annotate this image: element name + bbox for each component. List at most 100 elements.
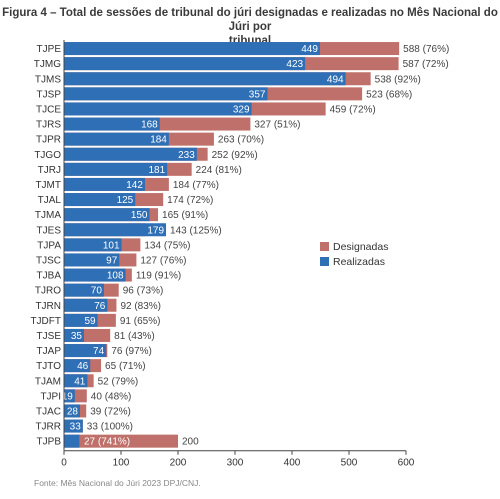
data-label-designadas: 127 (76%): [140, 255, 186, 266]
data-label-realizadas: 150: [131, 210, 148, 221]
data-label-realizadas: 70: [91, 286, 103, 297]
data-label-realizadas: 357: [249, 89, 266, 100]
category-label: TJGO: [34, 150, 61, 161]
data-label-realizadas: 28: [67, 406, 79, 417]
legend-label: Designadas: [333, 241, 388, 253]
x-tick-label: 200: [170, 458, 187, 469]
x-tick-label: 500: [341, 458, 358, 469]
data-label-designadas: 327 (51%): [254, 120, 300, 131]
x-tick-label: 300: [227, 458, 244, 469]
bar-realizadas: [64, 177, 145, 191]
bar-realizadas: [64, 117, 160, 131]
data-label-realizadas: 101: [103, 240, 120, 251]
data-label-designadas: 65 (71%): [105, 361, 146, 372]
bar-realizadas: [64, 313, 98, 327]
category-label: TJRJ: [38, 165, 61, 176]
category-label: TJSE: [37, 331, 62, 342]
bar-realizadas: [64, 162, 168, 176]
data-label-realizadas: 59: [85, 316, 97, 327]
bar-realizadas: [64, 283, 104, 297]
category-label: TJDFT: [30, 316, 61, 327]
legend-label: Realizadas: [333, 256, 385, 268]
data-label-designadas: 174 (72%): [167, 195, 213, 206]
category-label: TJCE: [36, 104, 61, 115]
bar-realizadas: [64, 268, 126, 282]
bar-realizadas: [64, 434, 80, 448]
category-label: TJTO: [36, 361, 61, 372]
bar-realizadas: [64, 344, 107, 358]
data-label-designadas: 224 (81%): [196, 165, 242, 176]
category-label: TJAL: [38, 195, 62, 206]
bar-realizadas: [64, 147, 197, 161]
category-label: TJRO: [35, 286, 61, 297]
category-label: TJES: [37, 225, 62, 236]
data-label-realizadas: 233: [178, 150, 195, 161]
category-label: TJMG: [34, 59, 61, 70]
data-label-realizadas: 76: [94, 301, 106, 312]
data-label-designadas: 587 (72%): [403, 59, 449, 70]
legend-swatch: [320, 242, 329, 251]
data-label-designadas: 92 (83%): [120, 301, 161, 312]
data-label-realizadas: 27 (741%): [84, 437, 130, 448]
bar-realizadas: [64, 389, 75, 403]
data-label-realizadas: 449: [301, 44, 318, 55]
data-label-designadas: 96 (73%): [123, 286, 164, 297]
bar-realizadas: [64, 253, 120, 267]
data-label-designadas: 538 (92%): [375, 74, 421, 85]
category-label: TJPB: [37, 437, 62, 448]
bar-realizadas: [64, 57, 306, 71]
data-label-realizadas: 494: [327, 74, 344, 85]
bar-designadas: [64, 434, 178, 448]
bar-realizadas: [64, 193, 136, 207]
bar-realizadas: [64, 223, 167, 237]
category-label: TJPA: [37, 240, 61, 251]
category-label: TJPI: [40, 391, 61, 402]
data-label-designadas: 119 (91%): [136, 271, 181, 282]
data-label-designadas: 40 (48%): [91, 391, 132, 402]
data-label-realizadas: 423: [286, 59, 303, 70]
data-label-realizadas: 184: [150, 135, 167, 146]
data-label-realizadas: 168: [141, 120, 158, 131]
data-label-realizadas: 35: [71, 331, 83, 342]
source-note: Fonte: Mês Nacional do Júri 2023 DPJ/CNJ…: [34, 478, 201, 488]
data-label-designadas: 33 (100%): [87, 422, 133, 433]
bar-realizadas: [64, 374, 88, 388]
bar-realizadas: [64, 298, 108, 312]
data-label-designadas: 588 (76%): [403, 44, 449, 55]
data-label-designadas: 91 (65%): [120, 316, 161, 327]
category-label: TJAP: [37, 346, 62, 357]
bar-realizadas: [64, 238, 122, 252]
category-label: TJRR: [35, 422, 61, 433]
category-label: TJMS: [35, 74, 61, 85]
x-tick-label: 0: [61, 458, 67, 469]
data-label-designadas: 252 (92%): [212, 150, 258, 161]
data-label-designadas: 39 (72%): [90, 406, 131, 417]
category-label: TJRN: [35, 301, 61, 312]
data-label-designadas: 523 (68%): [366, 89, 412, 100]
bar-realizadas: [64, 102, 252, 116]
category-label: TJSC: [36, 255, 61, 266]
data-label-designadas: 76 (97%): [111, 346, 152, 357]
data-label-realizadas: 74: [93, 346, 105, 357]
category-label: TJSP: [37, 89, 62, 100]
data-label-designadas: 459 (72%): [330, 104, 376, 115]
category-label: TJMT: [35, 180, 61, 191]
data-label-designadas: 263 (70%): [218, 135, 264, 146]
data-label-designadas: 165 (91%): [162, 210, 208, 221]
category-label: TJAM: [35, 376, 61, 387]
data-label-realizadas: 179: [147, 225, 164, 236]
legend-swatch: [320, 257, 329, 266]
bar-realizadas: [64, 359, 91, 373]
data-label-realizadas: 108: [107, 271, 124, 282]
x-tick-label: 600: [398, 458, 415, 469]
data-label-designadas: 134 (75%): [144, 240, 190, 251]
data-label-designadas: 81 (43%): [114, 331, 155, 342]
data-label-realizadas: 329: [233, 104, 250, 115]
bar-realizadas: [64, 328, 84, 342]
data-label-realizadas: 33: [70, 422, 82, 433]
chart-title-line-1: Figura 4 – Total de sessões de tribunal …: [2, 7, 498, 33]
x-tick-label: 400: [284, 458, 301, 469]
category-label: TJBA: [37, 271, 62, 282]
bar-chart: TJPE 449 588 (76%) TJMG 423 587 (72%) TJMS 494 5…: [30, 40, 449, 469]
x-tick-label: 100: [113, 458, 130, 469]
